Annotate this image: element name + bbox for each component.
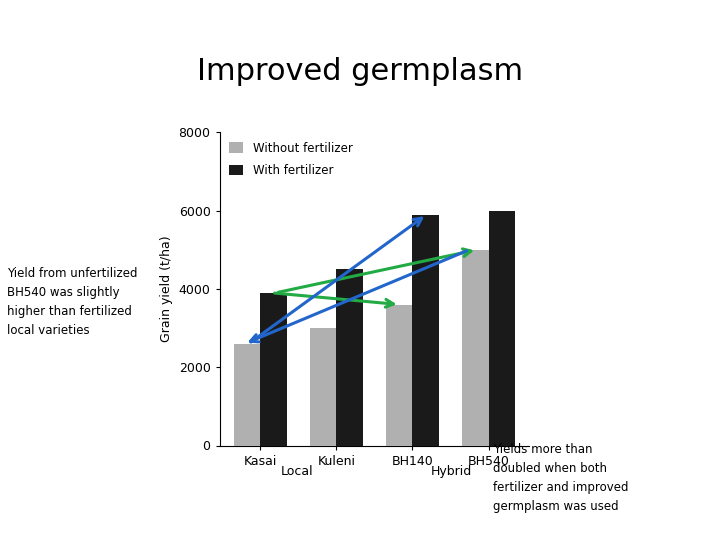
Text: Yield from unfertilized
BH540 was slightly
higher than fertilized
local varietie: Yield from unfertilized BH540 was slight… xyxy=(7,267,138,338)
Bar xyxy=(413,214,439,446)
Bar xyxy=(310,328,336,445)
Bar xyxy=(386,305,413,445)
Bar xyxy=(488,211,515,446)
Bar xyxy=(462,250,488,446)
Y-axis label: Grain yield (t/ha): Grain yield (t/ha) xyxy=(160,235,173,342)
Bar xyxy=(234,344,261,446)
Text: Yields more than
doubled when both
fertilizer and improved
germplasm was used: Yields more than doubled when both ferti… xyxy=(493,443,629,513)
Bar xyxy=(336,269,363,445)
Bar xyxy=(261,293,287,446)
Legend: Without fertilizer, With fertilizer: Without fertilizer, With fertilizer xyxy=(225,138,356,181)
Text: Hybrid: Hybrid xyxy=(431,465,472,478)
Text: Local: Local xyxy=(281,465,313,478)
Text: Improved germplasm: Improved germplasm xyxy=(197,57,523,86)
